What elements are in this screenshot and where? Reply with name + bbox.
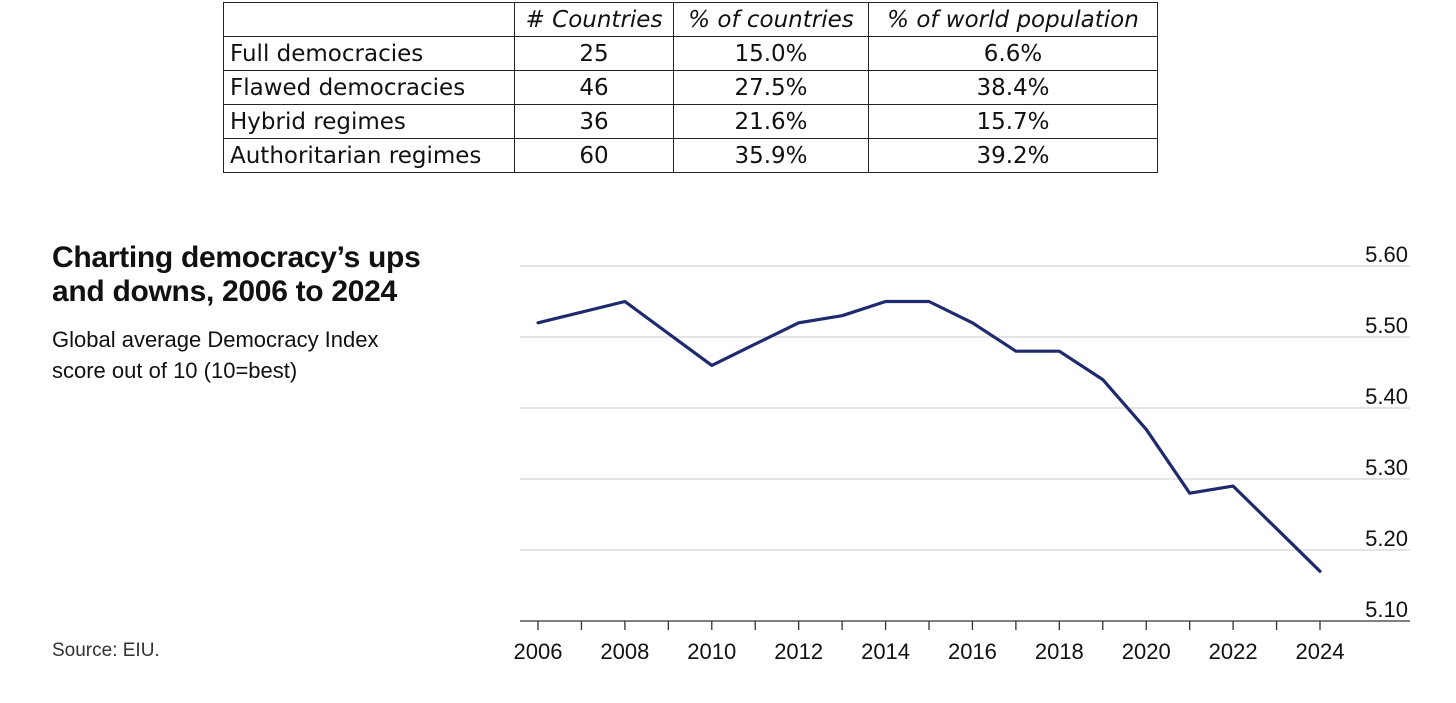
chart-title: Charting democracy’s ups and downs, 2006… — [52, 241, 421, 308]
row-countries: 25 — [514, 36, 674, 71]
row-label: Authoritarian regimes — [223, 138, 515, 173]
y-tick-label: 5.30 — [1365, 455, 1408, 480]
row-countries: 60 — [514, 138, 674, 173]
y-tick-label: 5.10 — [1365, 597, 1408, 622]
x-tick-label: 2014 — [861, 639, 910, 664]
y-tick-label: 5.40 — [1365, 384, 1408, 409]
row-label: Hybrid regimes — [223, 104, 515, 139]
gridlines — [520, 265, 1410, 551]
x-tick-label: 2020 — [1122, 639, 1171, 664]
x-tick-label: 2006 — [514, 639, 563, 664]
x-tick-label: 2008 — [600, 639, 649, 664]
series-layer — [536, 299, 1322, 573]
header-pct-population: % of world population — [868, 2, 1158, 37]
y-axis-tick-labels: 5.10 5.20 5.30 5.40 5.50 5.60 — [1365, 242, 1408, 622]
row-pct-population: 39.2% — [868, 138, 1158, 173]
table-row: Hybrid regimes 36 21.6% 15.7% — [223, 104, 1158, 139]
table-row: Authoritarian regimes 60 35.9% 39.2% — [223, 138, 1158, 173]
row-countries: 36 — [514, 104, 674, 139]
row-pct-population: 15.7% — [868, 104, 1158, 139]
x-tick-label: 2022 — [1209, 639, 1258, 664]
row-label: Flawed democracies — [223, 70, 515, 105]
row-pct-countries: 35.9% — [673, 138, 869, 173]
table-row: Full democracies 25 15.0% 6.6% — [223, 36, 1158, 71]
row-pct-population: 38.4% — [868, 70, 1158, 105]
series-line — [536, 299, 1322, 573]
row-countries: 46 — [514, 70, 674, 105]
x-axis-tick-labels: 2006 2008 2010 2012 2014 2016 2018 2020 2022 2024 — [514, 639, 1345, 664]
x-axis — [520, 620, 1410, 630]
table-row: Flawed democracies 46 27.5% 38.4% — [223, 70, 1158, 105]
y-tick-label: 5.50 — [1365, 313, 1408, 338]
chart-subtitle: Global average Democracy Index score out… — [52, 327, 379, 383]
row-label: Full democracies — [223, 36, 515, 71]
y-tick-label: 5.20 — [1365, 526, 1408, 551]
y-tick-label: 5.60 — [1365, 242, 1408, 267]
row-pct-countries: 15.0% — [673, 36, 869, 71]
x-tick-label: 2024 — [1296, 639, 1345, 664]
x-tick-label: 2018 — [1035, 639, 1084, 664]
x-tick-label: 2010 — [687, 639, 736, 664]
chart-source: Source: EIU. — [52, 640, 160, 661]
x-tick-label: 2016 — [948, 639, 997, 664]
x-tick-label: 2012 — [774, 639, 823, 664]
regime-table: # Countries % of countries % of world po… — [223, 2, 1158, 173]
